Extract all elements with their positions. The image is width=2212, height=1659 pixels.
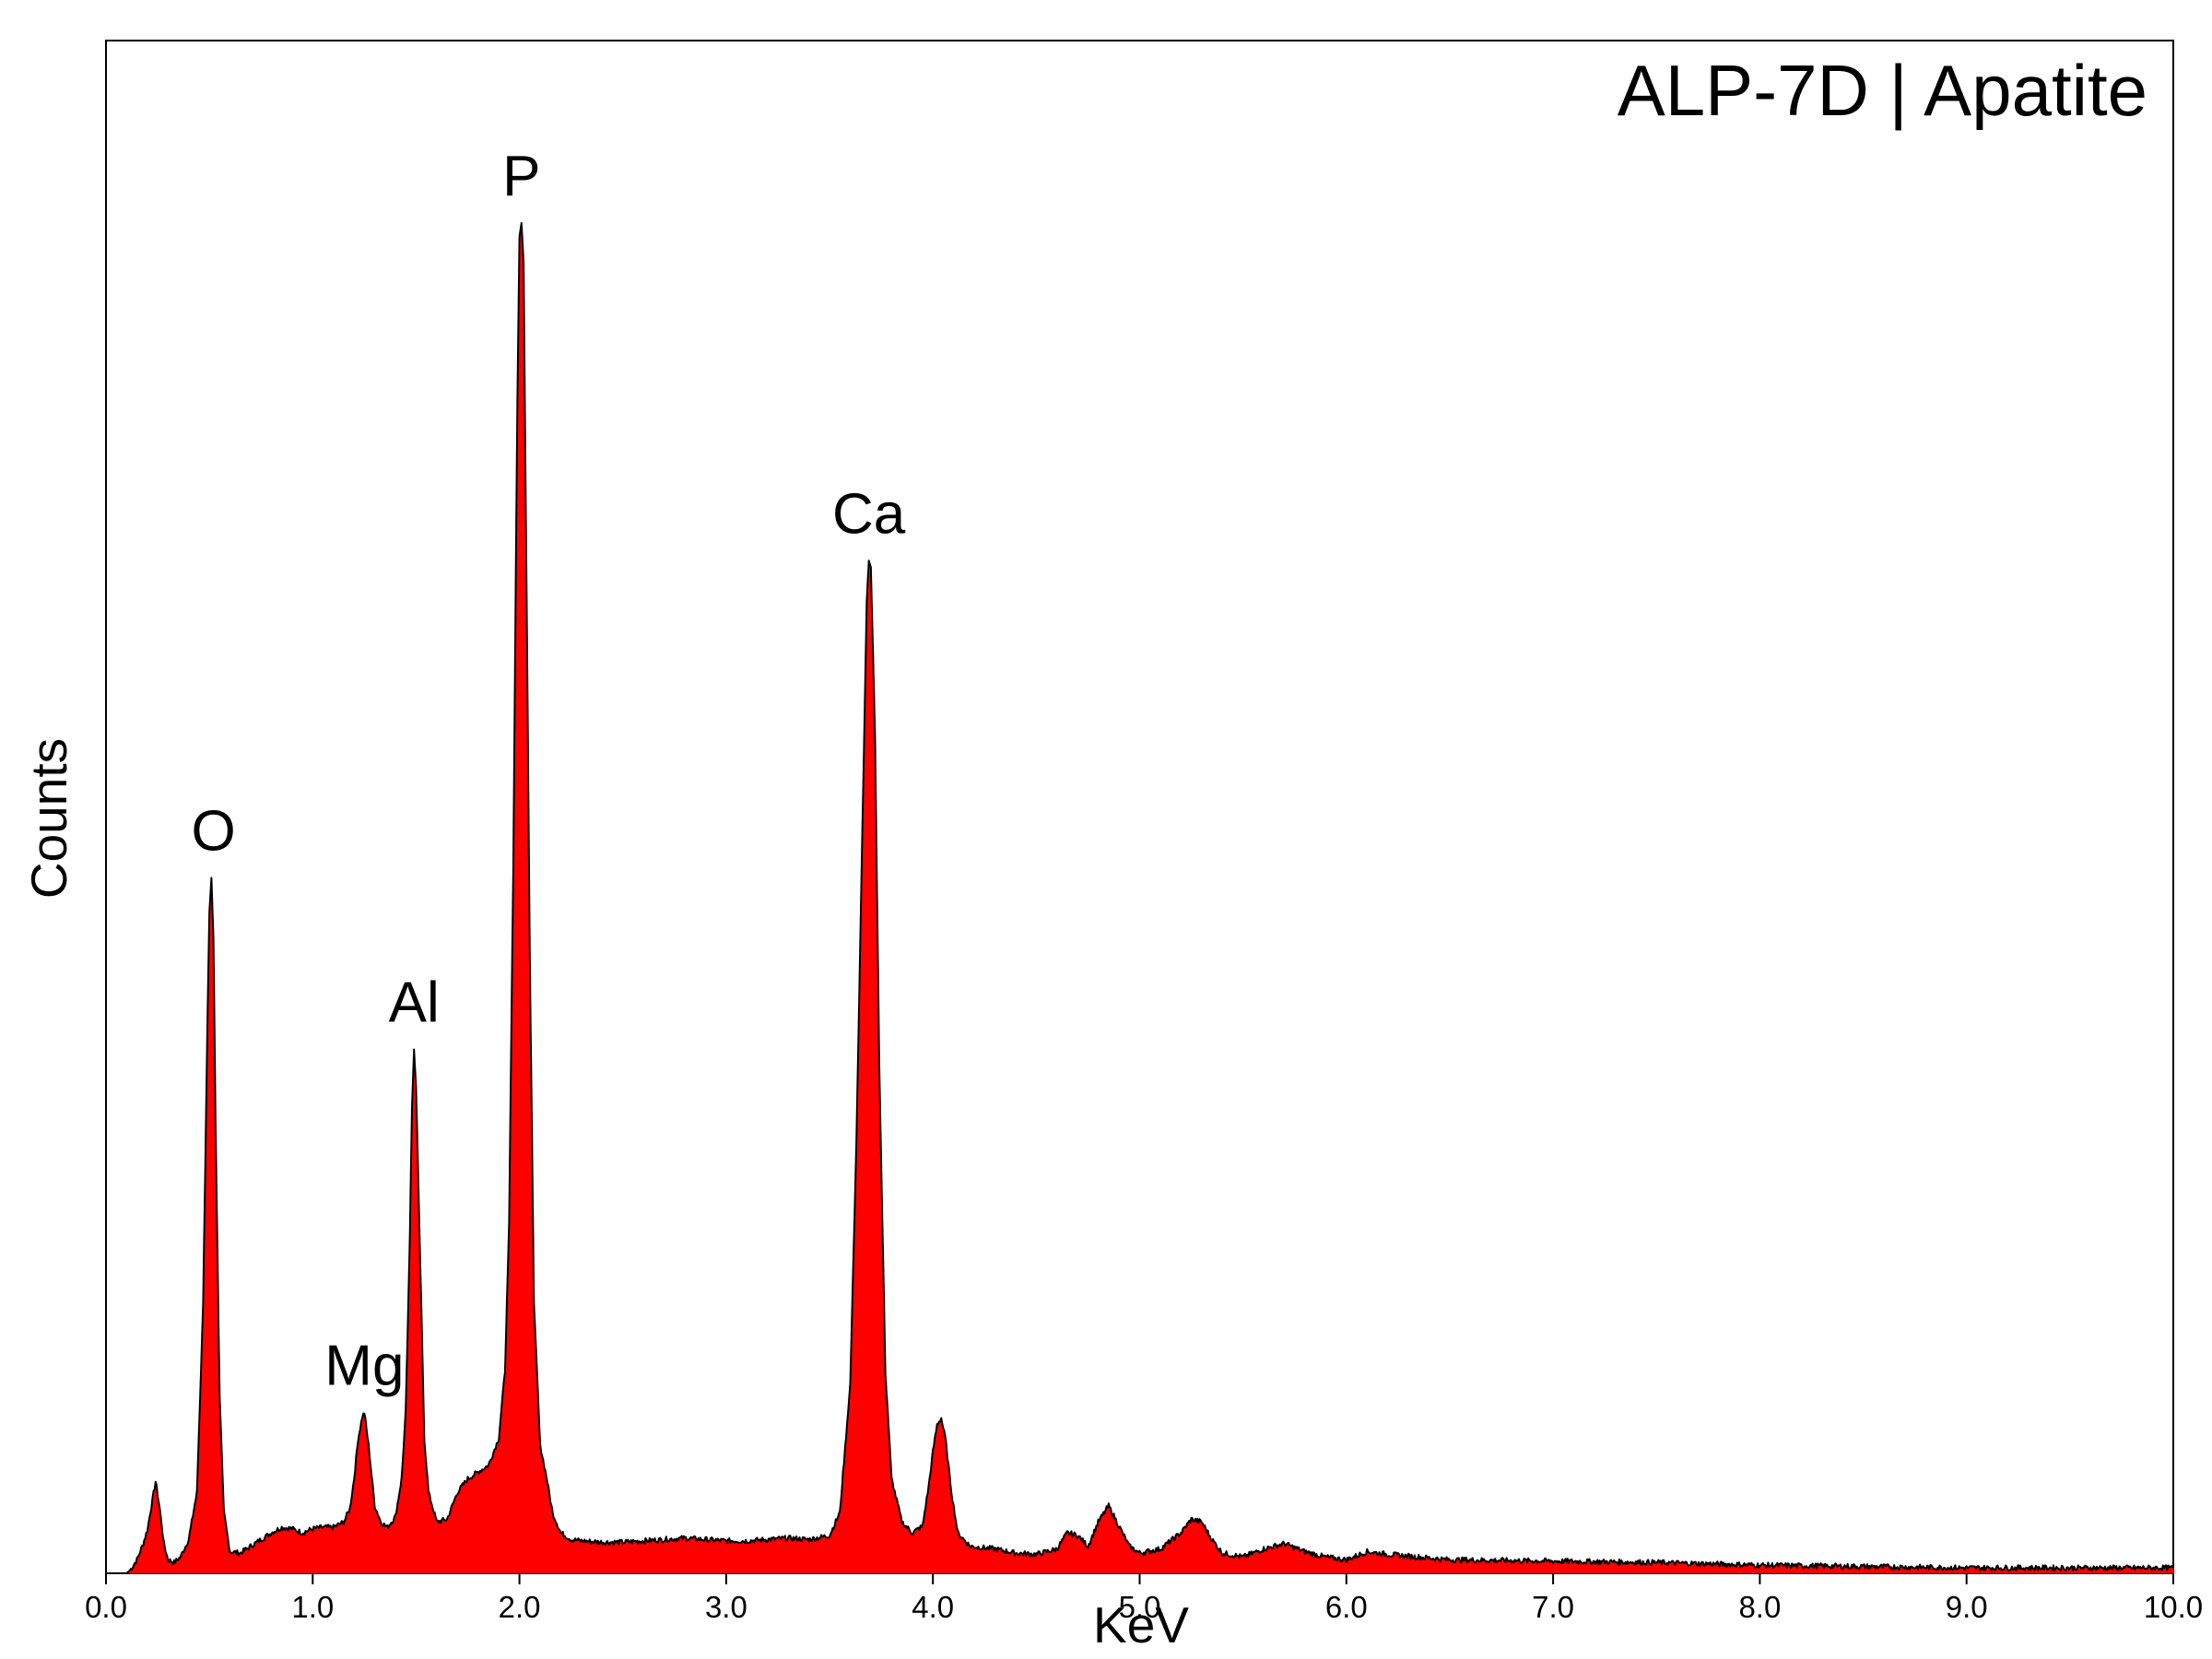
x-tick-label: 9.0 <box>1946 1590 1988 1624</box>
spectrum-line <box>125 222 2174 1574</box>
x-tick-label: 5.0 <box>1119 1590 1161 1624</box>
x-tick-label: 2.0 <box>499 1590 541 1624</box>
x-tick-label: 1.0 <box>291 1590 334 1624</box>
peak-label-ca: Ca <box>832 482 906 546</box>
peak-label-o: O <box>192 800 236 864</box>
x-tick-label: 10.0 <box>2144 1590 2203 1624</box>
y-axis-title: Counts <box>20 738 77 899</box>
x-tick-label: 3.0 <box>705 1590 747 1624</box>
x-axis-ticks: 0.0 1.0 2.0 3.0 4.0 5.0 6.0 7.0 8.0 9.0 10.0 <box>85 1573 2203 1624</box>
peak-label-mg: Mg <box>324 1335 404 1398</box>
x-tick-label: 0.0 <box>85 1590 127 1624</box>
x-axis-title: KeV <box>1093 1596 1189 1653</box>
chart-title: ALP-7D | Apatite <box>1618 50 2147 131</box>
peak-label-al: Al <box>389 971 440 1035</box>
x-tick-label: 6.0 <box>1325 1590 1368 1624</box>
spectrum-layer <box>125 222 2174 1574</box>
peak-label-p: P <box>502 145 540 208</box>
x-tick-label: 8.0 <box>1738 1590 1781 1624</box>
peak-labels: O Mg Al P Ca <box>192 145 906 1398</box>
x-tick-label: 4.0 <box>912 1590 954 1624</box>
spectrum-fill <box>126 223 2174 1573</box>
x-tick-label: 7.0 <box>1532 1590 1574 1624</box>
